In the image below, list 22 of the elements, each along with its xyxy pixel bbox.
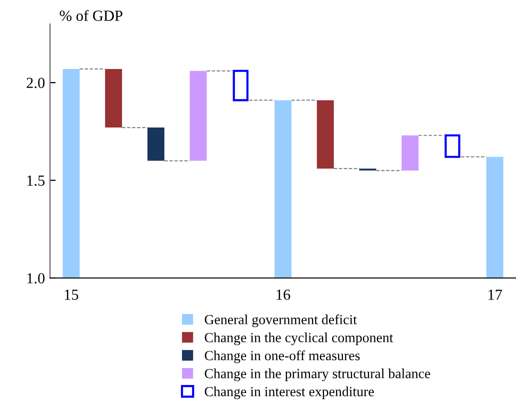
y-tick-label: 1.0: [27, 273, 45, 284]
bar: [62, 68, 80, 278]
y-tick-label: 2.0: [26, 78, 45, 88]
y-axis-title: % of GDP: [60, 10, 122, 21]
x-tick-label: 17: [488, 290, 502, 300]
bar: [190, 70, 207, 161]
legend-label: Change in the primary structural balance: [204, 368, 430, 382]
bar: [274, 100, 292, 278]
bar: [316, 100, 334, 169]
bar: [105, 68, 122, 128]
bar: [486, 156, 504, 278]
legend-label: Change in the cyclical component: [204, 332, 394, 346]
legend-label: Change in interest expenditure: [204, 386, 374, 400]
y-tick-label: 1.5: [27, 176, 45, 186]
bar: [232, 70, 248, 102]
legend-label: General government deficit: [204, 314, 357, 328]
x-tick-label: 15: [64, 290, 78, 300]
x-tick-label: 16: [276, 290, 290, 300]
legend-label: Change in one-off measures: [204, 350, 360, 364]
bar: [147, 128, 164, 161]
bar: [444, 134, 460, 158]
bar: [402, 135, 419, 171]
